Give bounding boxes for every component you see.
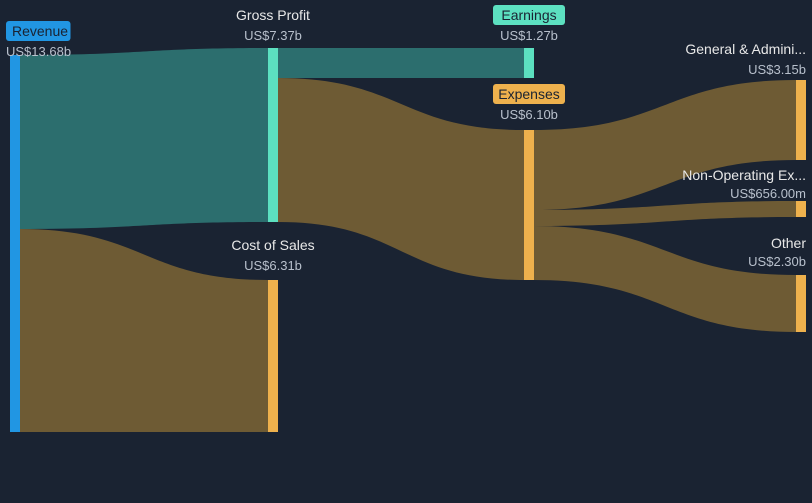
- sankey-node-other[interactable]: [796, 275, 806, 332]
- sankey-node-non_operating[interactable]: [796, 201, 806, 217]
- sankey-node-revenue[interactable]: [10, 55, 20, 432]
- sankey-chart: Revenue US$13.68b Gross Profit US$7.37b Cost…: [0, 0, 812, 503]
- node-label: Revenue: [12, 23, 68, 39]
- sankey-link: [278, 48, 524, 78]
- sankey-link: [20, 229, 268, 432]
- node-label: Non-Operating Ex...: [682, 167, 806, 183]
- node-value: US$6.10b: [500, 107, 558, 122]
- sankey-node-earnings[interactable]: [524, 48, 534, 78]
- sankey-link: [278, 78, 524, 280]
- node-value: US$2.30b: [748, 254, 806, 269]
- node-value: US$1.27b: [500, 28, 558, 43]
- node-value: US$13.68b: [6, 44, 71, 59]
- node-label: Expenses: [498, 86, 559, 102]
- node-value: US$3.15b: [748, 62, 806, 77]
- sankey-link: [20, 48, 268, 229]
- sankey-node-gross_profit[interactable]: [268, 48, 278, 222]
- node-value: US$6.31b: [244, 258, 302, 273]
- node-label: Cost of Sales: [231, 237, 314, 253]
- node-label: General & Admini...: [685, 41, 806, 57]
- sankey-node-expenses[interactable]: [524, 130, 534, 280]
- node-label: Other: [771, 235, 806, 251]
- sankey-node-general_admin[interactable]: [796, 80, 806, 160]
- sankey-link: [534, 226, 796, 332]
- node-value: US$656.00m: [730, 186, 806, 201]
- node-label: Gross Profit: [236, 7, 310, 23]
- sankey-node-cost_of_sales[interactable]: [268, 280, 278, 432]
- node-value: US$7.37b: [244, 28, 302, 43]
- node-label: Earnings: [501, 7, 556, 23]
